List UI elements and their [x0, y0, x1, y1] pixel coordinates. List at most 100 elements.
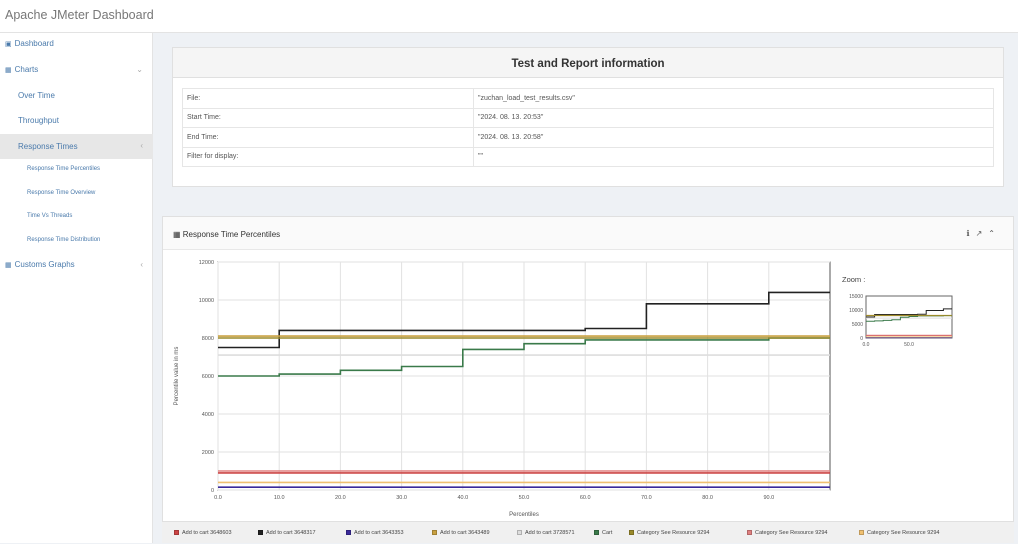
sidebar-item-response-times[interactable]: Response Times ‹ — [0, 134, 153, 159]
percentiles-chart[interactable]: 0 2000 4000 6000 8000 10000 12000 0.0 10.0 20.0 30… — [163, 250, 1015, 544]
legend-label: Category See Resource 9294 — [755, 530, 828, 536]
legend-swatch — [747, 530, 752, 535]
x-tick-label: 60.0 — [580, 495, 591, 501]
sidebar-item-label: Time Vs Threads — [27, 213, 73, 219]
sidebar-item-response-time-overview[interactable]: Response Time Overview — [0, 190, 153, 202]
collapse-icon[interactable]: ⌃ — [988, 229, 1001, 238]
bar-chart-icon: ▦ — [173, 230, 183, 239]
info-value: "2024. 08. 13. 20:53" — [473, 107, 994, 128]
x-tick-label: 20.0 — [335, 495, 346, 501]
zoom-x-tick-label: 50.0 — [904, 342, 914, 348]
zoom-y-tick-label: 0 — [860, 336, 863, 342]
info-key: Start Time: — [182, 107, 474, 128]
x-tick-label: 10.0 — [274, 495, 285, 501]
x-tick-label: 30.0 — [396, 495, 407, 501]
legend-item[interactable]: Category See Resource 9294 — [629, 530, 709, 536]
report-info-title: Test and Report information — [173, 48, 1003, 78]
x-tick-label: 0.0 — [214, 495, 222, 501]
info-value: "zuchan_load_test_results.csv" — [473, 88, 994, 109]
top-bar: Apache JMeter Dashboard — [0, 0, 1018, 33]
legend-item[interactable]: Add to cart 3648317 — [258, 530, 316, 536]
series-line — [218, 291, 830, 349]
sidebar-item-label: Response Times — [18, 142, 78, 151]
legend-item[interactable]: Cart — [594, 530, 612, 536]
zoom-label: Zoom : — [842, 275, 865, 284]
chevron-down-icon: ⌄ — [136, 65, 143, 74]
zoom-x-tick-label: 0.0 — [863, 342, 870, 348]
bar-chart-icon: ▦ — [5, 262, 12, 269]
x-tick-label: 70.0 — [641, 495, 652, 501]
y-tick-label: 4000 — [202, 412, 214, 418]
legend-swatch — [629, 530, 634, 535]
y-tick-label: 2000 — [202, 450, 214, 456]
sidebar-item-label: Throughput — [18, 116, 59, 125]
sidebar-item-label: Dashboard — [14, 39, 54, 48]
sidebar-item-label: Response Time Percentiles — [27, 166, 101, 172]
panel-title: ▦ Response Time Percentiles — [173, 230, 280, 239]
table-row: Filter for display: "" — [182, 146, 994, 167]
legend-item[interactable]: Category See Resource 9294 — [747, 530, 827, 536]
legend-label: Add to cart 3643353 — [354, 530, 404, 536]
x-tick-label: 40.0 — [457, 495, 468, 501]
app-title: Apache JMeter Dashboard — [5, 8, 154, 22]
legend-swatch — [346, 530, 351, 535]
chevron-left-icon: ‹ — [140, 141, 143, 150]
report-info-table: File: "zuchan_load_test_results.csv" Star… — [182, 88, 994, 167]
sidebar-item-throughput[interactable]: Throughput — [0, 116, 153, 130]
legend-item[interactable]: Add to cart 3643489 — [432, 530, 490, 536]
panel-title-text: Response Time Percentiles — [182, 230, 281, 239]
sidebar-item-response-time-distribution[interactable]: Response Time Distribution — [0, 237, 153, 249]
legend-label: Cart — [602, 530, 613, 536]
sidebar-item-time-vs-threads[interactable]: Time Vs Threads — [0, 213, 153, 225]
info-key: End Time: — [182, 127, 474, 148]
chart-legend: Add to cart 3648603 Add to cart 3648317 Ad… — [162, 521, 1014, 543]
y-tick-label: 0 — [211, 488, 214, 494]
y-tick-label: 6000 — [202, 374, 214, 380]
expand-icon[interactable]: ↗ — [975, 229, 989, 238]
panel-tools: ℹ↗⌃ — [967, 229, 1001, 238]
info-key: Filter for display: — [182, 146, 474, 167]
table-row: Start Time: "2024. 08. 13. 20:53" — [182, 107, 994, 128]
sidebar: ▣ Dashboard ▦ Charts ⌄ Over Time Throughpu… — [0, 33, 153, 543]
legend-label: Add to cart 3648317 — [266, 530, 316, 536]
legend-label: Add to cart 3643489 — [440, 530, 490, 536]
x-tick-label: 90.0 — [763, 495, 774, 501]
response-time-percentiles-panel: ▦ Response Time Percentiles ℹ↗⌃ 0 2000 400… — [162, 216, 1014, 543]
legend-swatch — [594, 530, 599, 535]
legend-item[interactable]: Category See Resource 9294 — [859, 530, 939, 536]
zoom-y-tick-label: 5000 — [852, 322, 863, 328]
sidebar-item-over-time[interactable]: Over Time — [0, 91, 153, 105]
chevron-left-icon: ‹ — [140, 260, 143, 269]
sidebar-item-charts[interactable]: ▦ Charts ⌄ — [0, 65, 153, 79]
legend-swatch — [174, 530, 179, 535]
legend-item[interactable]: Add to cart 3728571 — [517, 530, 575, 536]
panel-header: ▦ Response Time Percentiles ℹ↗⌃ — [163, 217, 1013, 250]
sidebar-item-label: Response Time Overview — [27, 190, 96, 196]
zoom-y-tick-label: 15000 — [849, 294, 863, 300]
series-line — [218, 337, 830, 377]
y-tick-label: 10000 — [199, 298, 214, 304]
sidebar-item-label: Charts — [14, 65, 39, 74]
sidebar-item-label: Response Time Distribution — [27, 237, 101, 243]
y-tick-label: 8000 — [202, 336, 214, 342]
sidebar-item-customs-graphs[interactable]: ▦ Customs Graphs ‹ — [0, 260, 153, 274]
sidebar-item-label: Over Time — [18, 91, 55, 100]
sidebar-item-label: Customs Graphs — [14, 260, 75, 269]
x-tick-label: 80.0 — [702, 495, 713, 501]
x-tick-label: 50.0 — [519, 495, 530, 501]
info-value: "2024. 08. 13. 20:58" — [473, 127, 994, 148]
legend-label: Add to cart 3728571 — [525, 530, 575, 536]
bar-chart-icon: ▦ — [5, 67, 12, 74]
legend-label: Category See Resource 9294 — [867, 530, 940, 536]
legend-swatch — [258, 530, 263, 535]
legend-item[interactable]: Add to cart 3648603 — [174, 530, 232, 536]
sidebar-item-dashboard[interactable]: ▣ Dashboard — [0, 39, 153, 53]
table-row: File: "zuchan_load_test_results.csv" — [182, 88, 994, 109]
x-axis-label: Percentiles — [509, 512, 539, 518]
info-icon[interactable]: ℹ — [966, 229, 976, 238]
y-axis-label: Percentile value in ms — [174, 347, 180, 406]
info-value: "" — [473, 146, 994, 167]
legend-item[interactable]: Add to cart 3643353 — [346, 530, 404, 536]
report-info-panel: Test and Report information File: "zuchan… — [172, 47, 1004, 187]
sidebar-item-response-time-percentiles[interactable]: Response Time Percentiles — [0, 166, 153, 178]
